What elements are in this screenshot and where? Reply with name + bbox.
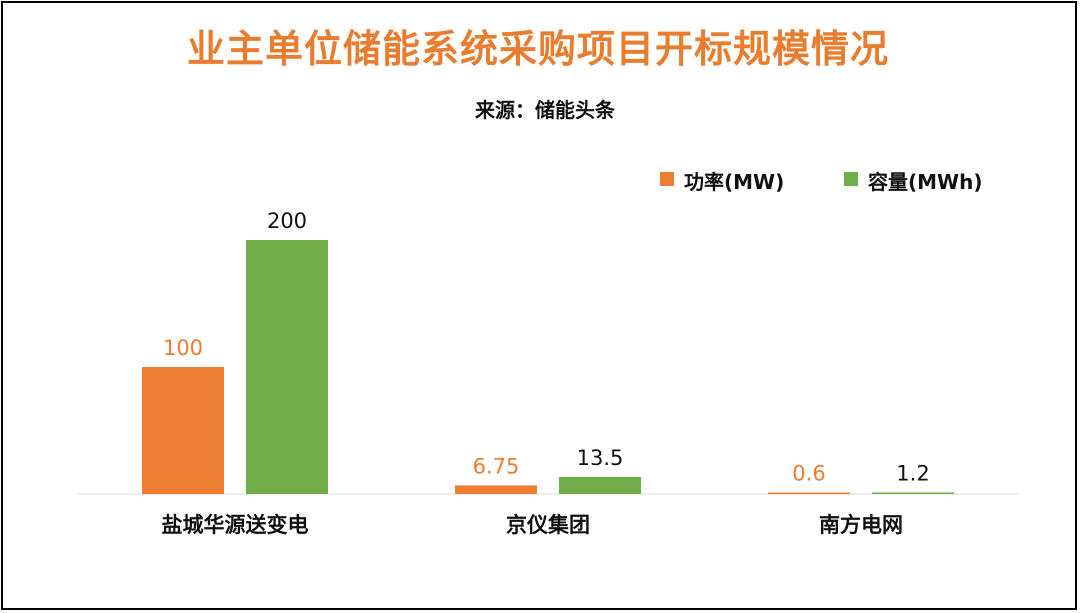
chart-title: 业主单位储能系统采购项目开标规模情况 <box>186 27 889 71</box>
category-label-0: 盐城华源送变电 <box>162 513 309 537</box>
data-label-power-0: 100 <box>163 336 203 360</box>
legend-label-capacity: 容量(MWh) <box>868 170 983 194</box>
bar-capacity-2 <box>872 492 954 494</box>
bar-power-1 <box>455 485 537 494</box>
bar-capacity-0 <box>246 240 328 494</box>
bar-capacity-1 <box>559 476 641 494</box>
data-label-capacity-0: 200 <box>267 209 307 233</box>
legend-label-power: 功率(MW) <box>684 170 785 194</box>
data-label-power-2: 0.6 <box>792 462 825 486</box>
legend-swatch-capacity <box>844 172 858 186</box>
bar-power-0 <box>142 367 224 494</box>
bar-power-2 <box>768 492 850 494</box>
category-label-1: 京仪集团 <box>506 513 590 537</box>
data-label-capacity-2: 1.2 <box>896 461 929 485</box>
category-label-2: 南方电网 <box>819 513 903 537</box>
data-label-power-1: 6.75 <box>473 454 520 478</box>
chart-subtitle: 来源：储能头条 <box>475 98 615 122</box>
legend-swatch-power <box>660 172 674 186</box>
data-label-capacity-1: 13.5 <box>577 446 624 470</box>
